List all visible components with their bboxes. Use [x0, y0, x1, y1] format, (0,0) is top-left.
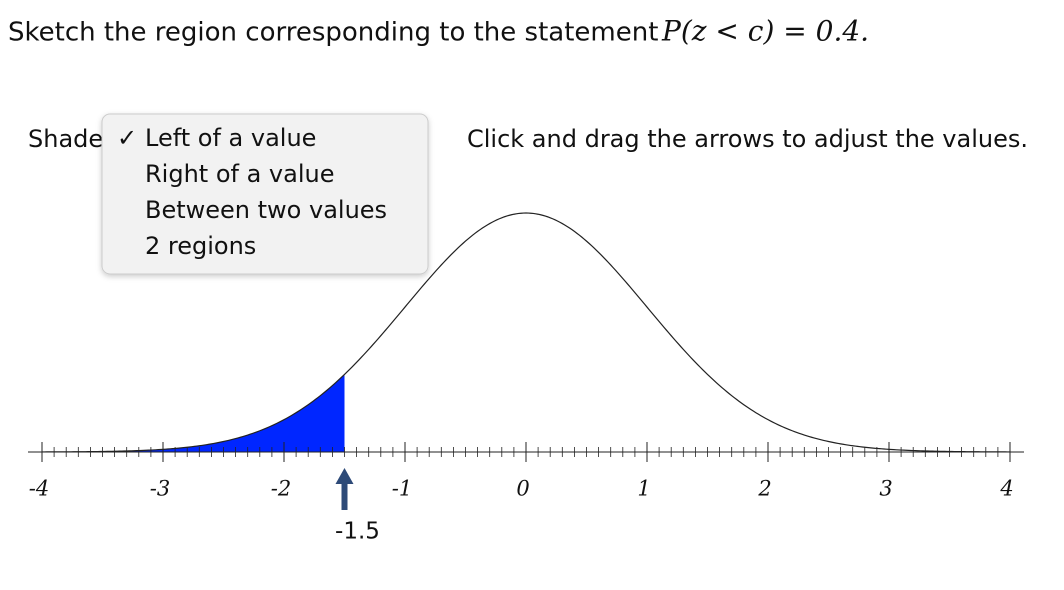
x-tick-label: -4 — [29, 477, 49, 501]
shade-label: Shade — [28, 125, 103, 153]
x-tick-label: 0 — [516, 477, 529, 501]
shaded-region — [42, 374, 345, 452]
x-tick-label: 3 — [879, 477, 892, 501]
math: P(z < c) = 0.4. — [661, 15, 869, 48]
x-tick-label: -1 — [392, 477, 412, 501]
x-tick-label: -3 — [150, 477, 170, 501]
dropdown-option[interactable]: Between two values — [145, 196, 387, 224]
normal-curve — [41, 212, 1011, 453]
dropdown-option[interactable]: Right of a value — [145, 160, 334, 188]
x-tick-label: 4 — [999, 477, 1013, 501]
marker-label: -1.5 — [335, 519, 380, 545]
arrow-head — [335, 468, 354, 484]
x-tick-label: 1 — [637, 477, 650, 501]
checkmark: ✓ — [117, 124, 137, 152]
arrow-shaft — [341, 482, 348, 510]
plot: -4 -3 -2 -1 0 1 2 3 4 -1.5 — [28, 212, 1024, 545]
x-tick-label: 2 — [757, 477, 771, 501]
dropdown-panel — [101, 113, 429, 275]
dropdown[interactable]: ✓ Left of a value Right of a value Between … — [101, 113, 429, 275]
prompt: Sketch the region corresponding to the s… — [8, 18, 658, 48]
value-arrow[interactable] — [335, 468, 354, 510]
x-tick-label: -2 — [271, 477, 291, 501]
dropdown-option[interactable]: Left of a value — [145, 124, 316, 152]
dropdown-option[interactable]: 2 regions — [145, 232, 256, 260]
instruction: Click and drag the arrows to adjust the … — [467, 125, 1028, 153]
